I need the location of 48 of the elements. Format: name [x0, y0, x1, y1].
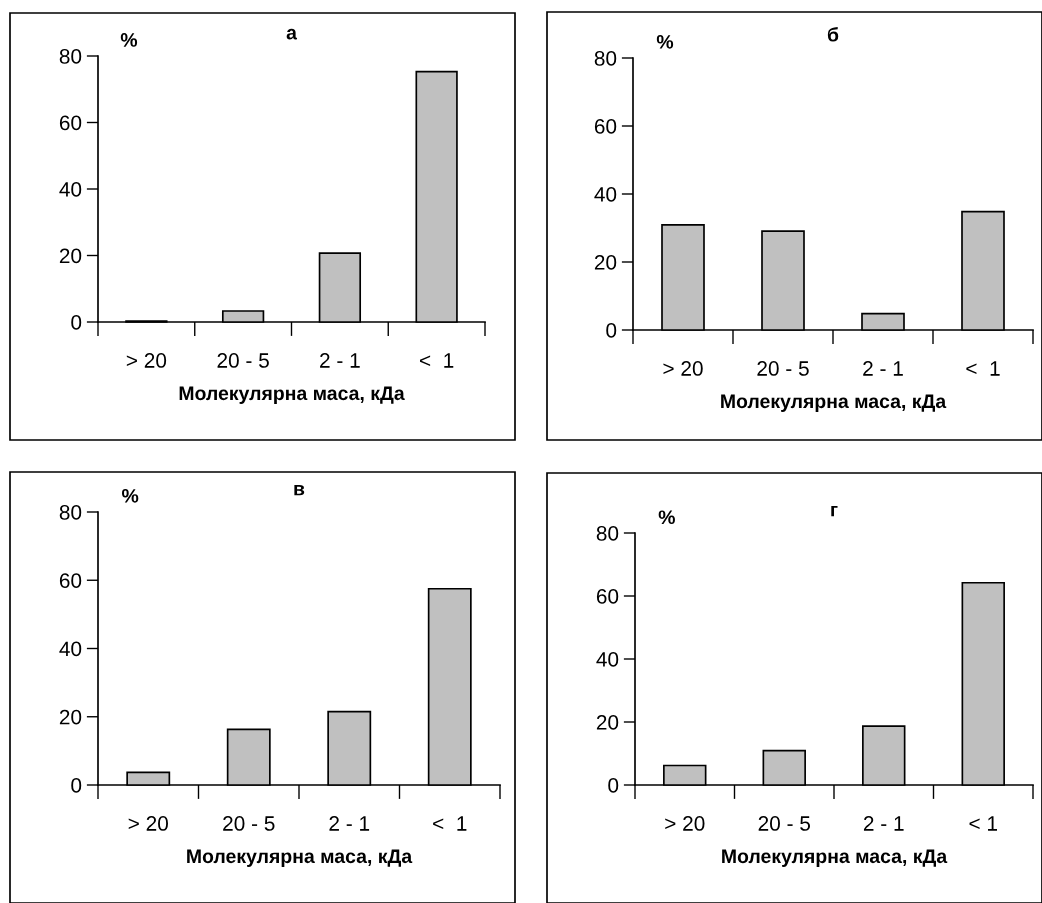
chart-title: в — [294, 485, 305, 496]
x-tick-label: 20 - 5 — [217, 353, 269, 368]
x-tick-label: 20 - 5 — [757, 361, 809, 376]
y-tick-label: 0 — [71, 778, 82, 793]
y-axis-title: % — [122, 488, 139, 503]
x-tick-label: > 20 — [128, 816, 168, 831]
y-tick-label: 0 — [608, 778, 619, 793]
x-tick-label: < 1 — [966, 361, 1000, 376]
y-axis-title: % — [658, 510, 675, 525]
x-tick-label: < 1 — [433, 816, 467, 831]
x-tick-label: > 20 — [665, 816, 705, 831]
y-tick-label: 40 — [596, 652, 619, 667]
y-tick-label: 20 — [596, 715, 619, 730]
y-axis-title: % — [656, 35, 674, 49]
x-axis-title: Молекулярна маса, кДа — [721, 394, 947, 412]
x-axis-title: Молекулярна маса, кДа — [187, 849, 413, 867]
y-tick-label: 20 — [59, 248, 82, 264]
y-tick-label: 80 — [59, 505, 82, 520]
x-tick-label: 20 - 5 — [223, 816, 275, 831]
y-tick-label: 60 — [596, 589, 619, 604]
y-tick-label: 20 — [59, 709, 82, 725]
chart-title: б — [827, 27, 839, 42]
y-tick-label: 60 — [59, 573, 82, 588]
y-tick-label: 0 — [71, 315, 82, 330]
y-tick-label: 80 — [59, 49, 82, 64]
x-tick-label: 2 - 1 — [320, 353, 360, 368]
y-tick-label: 80 — [594, 51, 617, 66]
y-tick-label: 0 — [606, 323, 617, 338]
x-tick-label: 2 - 1 — [329, 816, 370, 831]
x-tick-label: 2 - 1 — [863, 361, 903, 376]
x-axis-title: Молекулярна маса, кДа — [179, 386, 405, 404]
y-tick-label: 40 — [59, 182, 82, 197]
x-tick-label: < 1 — [419, 353, 454, 368]
x-axis-title: Молекулярна маса, кДа — [722, 849, 948, 867]
x-tick-label: 2 - 1 — [863, 816, 904, 831]
y-tick-label: 60 — [594, 119, 617, 134]
y-tick-label: 40 — [59, 641, 82, 657]
x-tick-label: > 20 — [126, 353, 167, 368]
chart-title: г — [831, 506, 838, 517]
y-axis-title: % — [120, 33, 138, 47]
y-tick-label: 60 — [59, 115, 82, 131]
y-tick-label: 20 — [594, 255, 617, 270]
y-tick-label: 40 — [594, 187, 617, 202]
x-tick-label: 20 - 5 — [758, 816, 811, 831]
x-tick-label: < 1 — [969, 816, 997, 831]
chart-title: а — [286, 28, 298, 40]
y-tick-label: 80 — [596, 526, 619, 541]
x-tick-label: > 20 — [663, 361, 703, 376]
